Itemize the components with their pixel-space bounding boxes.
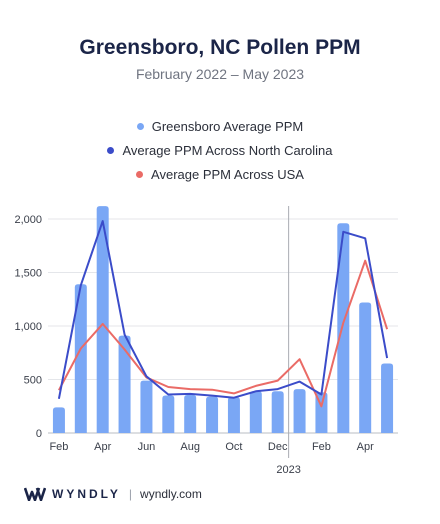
brand-name: WYNDLY (52, 487, 121, 501)
chart-title: Greensboro, NC Pollen PPM (79, 36, 361, 59)
chart-legend: Greensboro Average PPM Average PPM Acros… (0, 114, 440, 186)
footer-link[interactable]: wyndly.com (140, 487, 202, 501)
bar (249, 391, 262, 433)
legend-label-north-carolina: Average PPM Across North Carolina (122, 142, 333, 158)
legend-swatch-north-carolina (107, 146, 115, 154)
bar (140, 380, 153, 433)
x-tick-label: Feb (49, 441, 68, 453)
chart-subtitle: February 2022 – May 2023 (135, 66, 305, 82)
legend-item-north-carolina: Average PPM Across North Carolina (0, 138, 440, 162)
x-tick-label: Aug (180, 441, 200, 453)
x-tick-label: Dec (268, 441, 288, 453)
legend-label-usa: Average PPM Across USA (151, 166, 304, 182)
y-tick-label: 500 (24, 375, 42, 387)
bar (381, 363, 394, 433)
bar (359, 302, 372, 433)
y-tick-label: 1,000 (14, 321, 42, 333)
bar (337, 223, 350, 433)
legend-swatch-greensboro (136, 122, 144, 130)
bar (271, 391, 284, 433)
wyndly-logo-icon (24, 487, 46, 501)
bar (227, 397, 240, 433)
legend-swatch-usa (136, 170, 144, 178)
x-tick-label: Apr (94, 441, 111, 453)
series-line (57, 220, 389, 399)
year-label: 2023 (276, 464, 300, 476)
x-tick-label: Apr (357, 441, 374, 453)
footer: WYNDLY | wyndly.com (24, 487, 202, 501)
bar (184, 395, 197, 433)
bar (162, 395, 175, 433)
x-tick-label: Feb (312, 441, 331, 453)
bar (315, 392, 328, 433)
y-tick-label: 2,000 (14, 214, 42, 226)
bar (293, 389, 306, 433)
x-tick-label: Jun (138, 441, 156, 453)
legend-label-greensboro: Greensboro Average PPM (151, 118, 304, 134)
x-tick-label: Oct (225, 441, 242, 453)
bar (74, 284, 87, 433)
bar (96, 206, 109, 433)
series-line (58, 259, 389, 408)
y-tick-label: 1,500 (14, 268, 42, 280)
bar (206, 396, 219, 433)
y-tick-label: 0 (36, 428, 42, 440)
bar (52, 407, 65, 433)
legend-item-greensboro: Greensboro Average PPM (0, 114, 440, 138)
bar (118, 335, 131, 433)
legend-item-usa: Average PPM Across USA (0, 162, 440, 186)
footer-separator: | (128, 487, 133, 501)
